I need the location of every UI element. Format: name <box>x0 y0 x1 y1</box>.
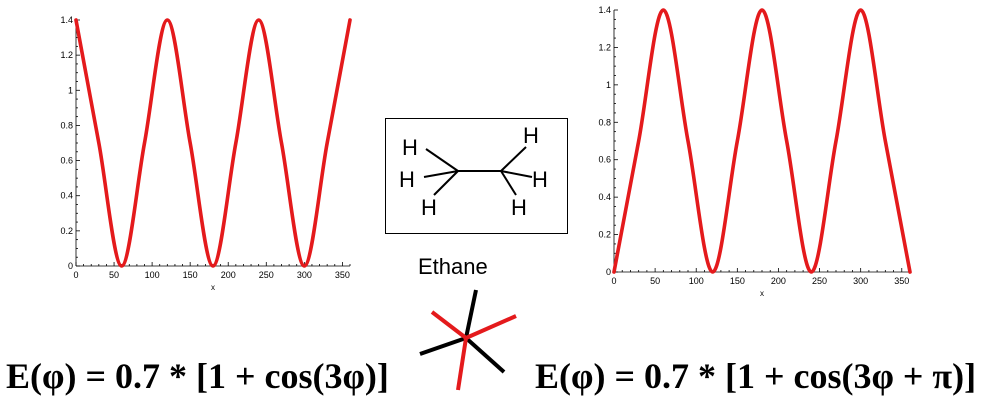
right-series-line-0 <box>612 8 912 274</box>
energy-equation-right: E(φ) = 0.7 * [1 + cos(3φ + π)] <box>535 356 977 396</box>
left-series-line-0 <box>74 18 352 268</box>
back-bond-right <box>464 336 506 374</box>
left-x-tick-label: 300 <box>297 270 312 280</box>
left-y-tick-label: 0 <box>68 261 73 271</box>
right-y-tick-label: 0.4 <box>598 192 611 202</box>
left-plot-svg: 0 50 100 150 200 250 300 350 0 0.2 0.4 0.6 0.8 1 1.2 1.… <box>60 15 352 292</box>
right-y-tick-label: 1 <box>606 80 611 90</box>
right-y-tick-label: 1.4 <box>598 5 611 15</box>
ethane-structure-box: H H H H H H <box>385 118 568 234</box>
hydrogen-label: H <box>523 123 539 148</box>
right-x-tick-label: 300 <box>853 276 868 286</box>
right-x-tick-label: 200 <box>771 276 786 286</box>
right-x-tick-label: 100 <box>689 276 704 286</box>
bond-left-h1 <box>425 148 459 172</box>
hydrogen-label: H <box>532 167 548 192</box>
right-x-tick-label: 350 <box>894 276 909 286</box>
right-x-tick-label: 0 <box>611 276 616 286</box>
molecule-name: Ethane <box>418 254 488 279</box>
back-bond-up <box>464 289 478 339</box>
right-x-tick-label: 150 <box>730 276 745 286</box>
newman-projection <box>419 289 517 391</box>
left-y-tick-label: 1.4 <box>60 15 73 25</box>
right-y-tick-label: 1.2 <box>598 42 611 52</box>
right-y-tick-label: 0.8 <box>598 117 611 127</box>
bond-right-h1 <box>500 146 527 172</box>
right-x-tick-label: 50 <box>650 276 660 286</box>
hydrogen-label: H <box>421 195 437 220</box>
right-x-axis-label: x <box>760 289 764 298</box>
energy-equation-left: E(φ) = 0.7 * [1 + cos(3φ)] <box>6 356 389 396</box>
left-x-tick-label: 200 <box>221 270 236 280</box>
left-x-tick-label: 350 <box>335 270 350 280</box>
back-bond-left <box>419 336 467 356</box>
front-bond-upper-right <box>465 314 517 340</box>
left-energy-plot: 0 50 100 150 200 250 300 350 0 0.2 0.4 0.6 0.8 1 1.2 1.… <box>50 8 362 306</box>
left-y-tick-label: 0.8 <box>60 120 73 130</box>
front-bond-upper-left <box>430 310 468 340</box>
right-y-tick-label: 0 <box>606 267 611 277</box>
left-x-tick-label: 250 <box>259 270 274 280</box>
bond-left-h3 <box>433 170 459 196</box>
right-x-tick-label: 250 <box>812 276 827 286</box>
hydrogen-label: H <box>399 167 415 192</box>
left-y-tick-label: 0.4 <box>60 191 73 201</box>
left-y-tick-label: 0.2 <box>60 226 73 236</box>
left-x-tick-label: 100 <box>145 270 160 280</box>
right-y-tick-label: 0.6 <box>598 155 611 165</box>
left-x-tick-label: 50 <box>109 270 119 280</box>
bond-right-h2 <box>500 170 533 178</box>
hydrogen-label: H <box>511 195 527 220</box>
hydrogen-label: H <box>402 135 418 160</box>
left-x-tick-label: 0 <box>73 270 78 280</box>
left-x-axis-label: x <box>211 283 215 292</box>
bond-right-h3 <box>500 170 517 196</box>
bond-left-h2 <box>423 170 459 178</box>
right-energy-plot: 0 50 100 150 200 250 300 350 0 0.2 0.4 0.6 0.8 1 1.2 1.… <box>588 0 920 310</box>
left-y-tick-label: 0.6 <box>60 156 73 166</box>
left-y-tick-label: 1.2 <box>60 50 73 60</box>
left-x-tick-label: 150 <box>183 270 198 280</box>
left-y-tick-label: 1 <box>68 85 73 95</box>
front-bond-down <box>456 337 468 391</box>
right-y-tick-label: 0.2 <box>598 230 611 240</box>
ethane-structure-svg: H H H H H H <box>399 123 548 220</box>
right-plot-svg: 0 50 100 150 200 250 300 350 0 0.2 0.4 0.6 0.8 1 1.2 1.… <box>598 5 912 298</box>
